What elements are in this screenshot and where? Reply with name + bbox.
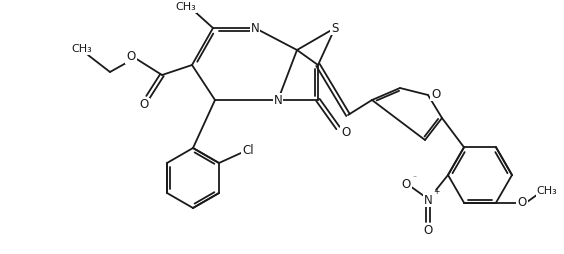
Text: O: O	[402, 178, 411, 190]
Text: CH₃: CH₃	[175, 2, 196, 12]
Text: O: O	[341, 126, 351, 139]
Text: O: O	[126, 51, 135, 64]
Text: S: S	[331, 22, 339, 35]
Text: CH₃: CH₃	[72, 44, 92, 54]
Text: N: N	[274, 93, 283, 106]
Text: ⁻: ⁻	[412, 173, 416, 183]
Text: N: N	[424, 194, 433, 207]
Text: Cl: Cl	[242, 145, 254, 157]
Text: O: O	[431, 87, 440, 101]
Text: N: N	[250, 22, 259, 35]
Text: O: O	[517, 196, 527, 209]
Text: O: O	[424, 224, 433, 236]
Text: O: O	[139, 99, 149, 112]
Text: CH₃: CH₃	[536, 186, 557, 196]
Text: +: +	[433, 187, 439, 197]
